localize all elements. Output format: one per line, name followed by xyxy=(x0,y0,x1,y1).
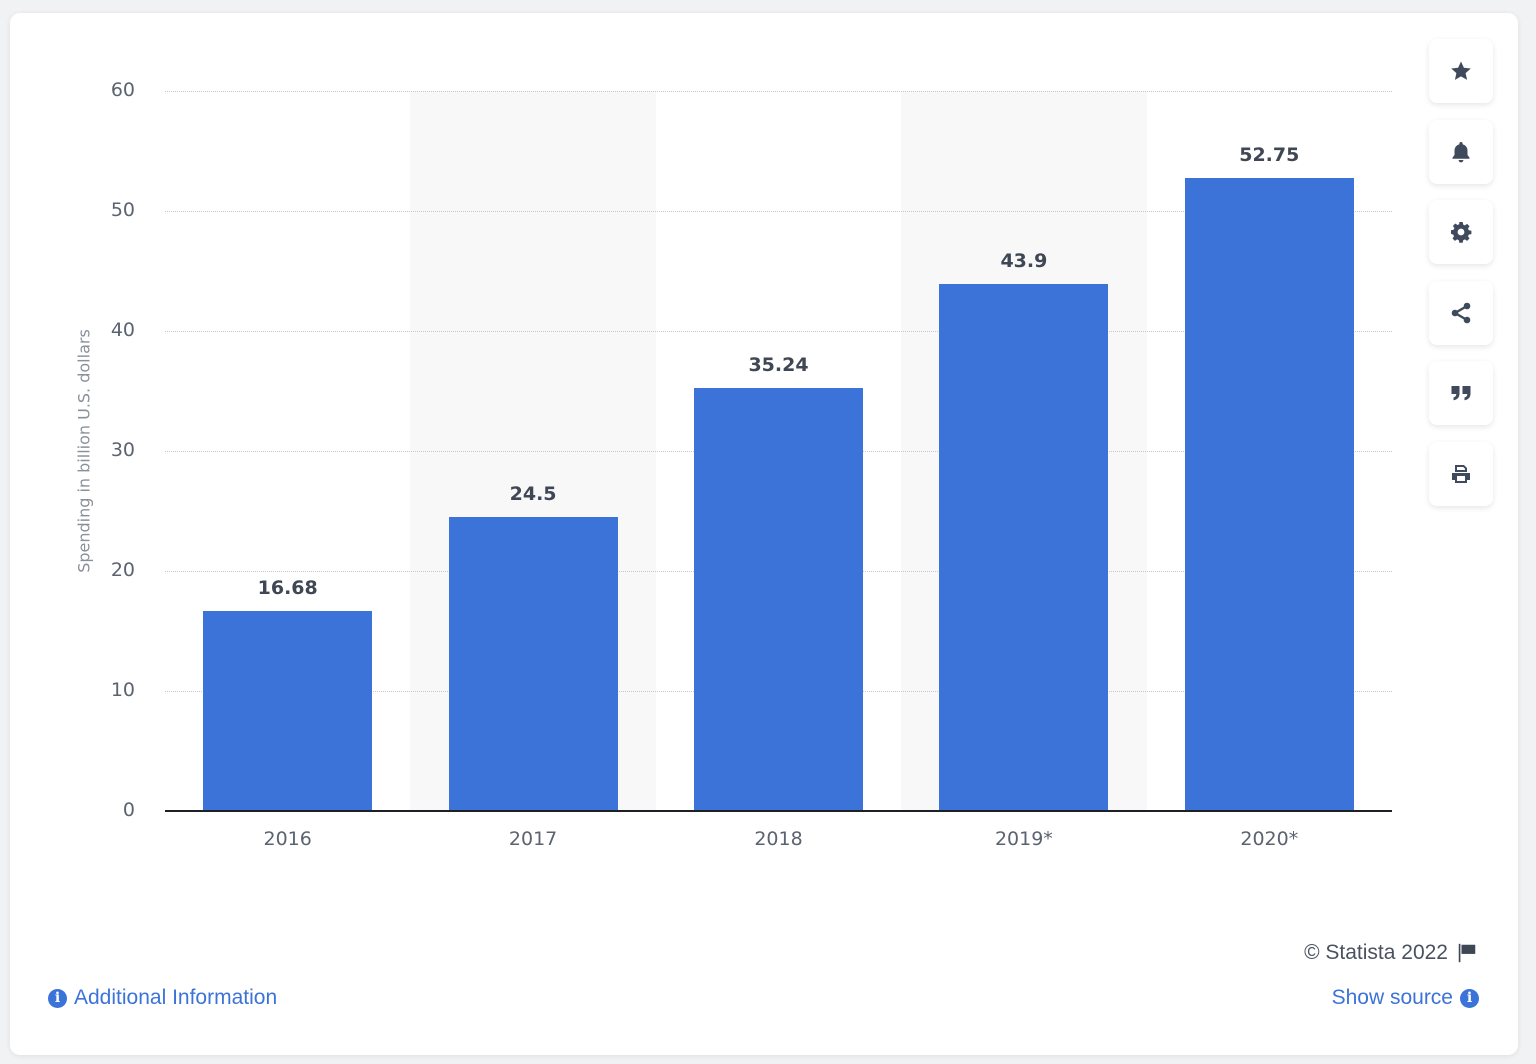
info-icon: i xyxy=(48,988,67,1008)
bell-icon xyxy=(1452,142,1470,163)
bar-value-label: 43.9 xyxy=(1000,250,1048,273)
x-tick-label: 2019* xyxy=(994,828,1053,850)
gear-icon xyxy=(1451,222,1472,243)
y-tick-label: 30 xyxy=(110,439,135,461)
print-icon xyxy=(1452,465,1470,483)
show-source-label: Show source xyxy=(1331,986,1453,1009)
show-source-link[interactable]: Show source i xyxy=(1332,986,1479,1010)
gridline xyxy=(165,91,1392,92)
star-icon xyxy=(1451,61,1471,80)
statista-credit: © Statista 2022 xyxy=(1304,941,1478,965)
quote-icon xyxy=(1451,386,1471,401)
bar-2018[interactable] xyxy=(694,388,863,811)
bar-value-label: 16.68 xyxy=(257,576,318,599)
bar-2016[interactable] xyxy=(203,610,373,811)
additional-information-link[interactable]: i Additional Information xyxy=(48,986,277,1010)
x-tick-label: 2016 xyxy=(263,828,312,850)
gridline xyxy=(165,211,1392,212)
additional-information-label: Additional Information xyxy=(74,986,278,1009)
flag-icon[interactable] xyxy=(1456,942,1478,964)
gridline xyxy=(165,331,1392,332)
share-icon xyxy=(1451,302,1471,324)
favorite-button[interactable] xyxy=(1429,39,1493,103)
bar-value-label: 24.5 xyxy=(509,483,557,505)
bar-2020*[interactable] xyxy=(1184,178,1354,811)
y-tick-label: 20 xyxy=(110,559,135,581)
notifications-button[interactable] xyxy=(1429,120,1493,184)
x-tick-label: 2020* xyxy=(1240,828,1299,850)
y-tick-label: 60 xyxy=(110,79,135,101)
x-axis-line xyxy=(165,810,1392,812)
y-tick-label: 50 xyxy=(110,199,135,221)
x-tick-label: 2017 xyxy=(508,828,558,850)
print-button[interactable] xyxy=(1429,442,1493,506)
share-button[interactable] xyxy=(1429,281,1493,345)
cite-button[interactable] xyxy=(1429,361,1493,425)
info-icon: i xyxy=(1460,988,1479,1008)
bar-2017[interactable] xyxy=(448,517,618,811)
bar-2019*[interactable] xyxy=(939,284,1109,811)
y-tick-label: 0 xyxy=(122,799,135,821)
y-tick-label: 40 xyxy=(110,319,135,341)
x-tick-label: 2018 xyxy=(754,828,803,850)
plot-area: 16.68 24.5 35.24 43.9 52.75 xyxy=(165,91,1392,812)
y-tick-label: 10 xyxy=(110,679,135,701)
bar-value-label: 52.75 xyxy=(1239,144,1300,166)
credit-text: © Statista 2022 xyxy=(1304,941,1448,964)
bar-value-label: 35.24 xyxy=(748,354,809,377)
settings-button[interactable] xyxy=(1429,200,1493,264)
